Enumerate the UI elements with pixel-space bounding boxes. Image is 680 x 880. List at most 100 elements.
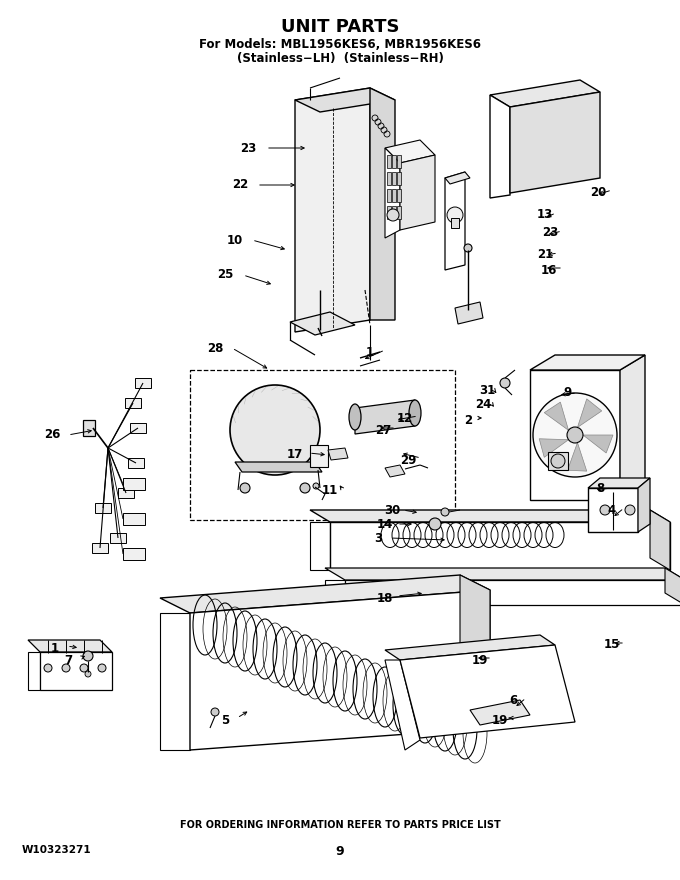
Polygon shape	[638, 478, 650, 532]
Polygon shape	[28, 652, 40, 690]
Bar	[123, 513, 145, 525]
Text: W10323271: W10323271	[22, 845, 92, 855]
Circle shape	[567, 427, 583, 443]
Bar	[392, 155, 396, 168]
Text: 10: 10	[227, 233, 243, 246]
Text: 28: 28	[207, 341, 223, 355]
Circle shape	[80, 664, 88, 672]
Text: 19: 19	[472, 654, 488, 666]
Ellipse shape	[349, 404, 361, 430]
Text: 22: 22	[232, 179, 248, 192]
Text: 9: 9	[336, 845, 344, 858]
Text: 31: 31	[479, 384, 495, 397]
Text: 17: 17	[287, 449, 303, 461]
Polygon shape	[385, 148, 400, 238]
Text: 24: 24	[475, 399, 491, 412]
Bar	[387, 189, 391, 202]
Circle shape	[98, 664, 106, 672]
Text: 18: 18	[377, 591, 393, 605]
Bar	[397, 172, 401, 185]
Text: 5: 5	[221, 714, 229, 727]
Bar	[95, 503, 111, 513]
Polygon shape	[510, 92, 600, 193]
Polygon shape	[28, 640, 112, 652]
Circle shape	[211, 708, 219, 716]
Bar	[387, 172, 391, 185]
Polygon shape	[577, 399, 602, 428]
Text: (Stainless−LH)  (Stainless−RH): (Stainless−LH) (Stainless−RH)	[237, 52, 443, 65]
Text: 23: 23	[542, 226, 558, 239]
Text: 30: 30	[384, 503, 400, 517]
Polygon shape	[385, 660, 420, 750]
Bar	[123, 478, 145, 490]
Polygon shape	[345, 580, 680, 605]
Bar	[451, 218, 459, 228]
Bar	[392, 172, 396, 185]
Text: 2: 2	[464, 414, 472, 427]
Polygon shape	[539, 439, 568, 458]
Polygon shape	[460, 575, 490, 728]
Text: 29: 29	[400, 453, 416, 466]
Text: 7: 7	[64, 654, 72, 666]
Text: 1: 1	[366, 346, 374, 358]
Bar	[392, 206, 396, 219]
Polygon shape	[160, 575, 490, 613]
Polygon shape	[385, 635, 555, 660]
Text: 23: 23	[240, 142, 256, 155]
Polygon shape	[400, 155, 435, 230]
Polygon shape	[310, 510, 670, 522]
Bar	[392, 189, 396, 202]
Polygon shape	[325, 580, 345, 605]
Polygon shape	[490, 80, 600, 107]
Bar	[83, 420, 95, 436]
Circle shape	[500, 378, 510, 388]
Polygon shape	[650, 510, 670, 570]
Bar	[387, 206, 391, 219]
Polygon shape	[665, 568, 680, 605]
Text: 12: 12	[397, 412, 413, 424]
Polygon shape	[530, 370, 620, 500]
Bar	[387, 155, 391, 168]
Text: FOR ORDERING INFORMATION REFER TO PARTS PRICE LIST: FOR ORDERING INFORMATION REFER TO PARTS …	[180, 820, 500, 830]
Text: 20: 20	[590, 186, 606, 199]
Bar	[128, 458, 144, 468]
Text: 14: 14	[377, 517, 393, 531]
Polygon shape	[40, 652, 112, 690]
Circle shape	[62, 664, 70, 672]
Circle shape	[83, 651, 93, 661]
Polygon shape	[330, 522, 670, 570]
Text: 1: 1	[51, 642, 59, 655]
Text: 11: 11	[322, 483, 338, 496]
Polygon shape	[568, 443, 587, 471]
Text: 19: 19	[492, 714, 508, 727]
Polygon shape	[400, 645, 575, 738]
Circle shape	[240, 483, 250, 493]
Circle shape	[429, 518, 441, 530]
Polygon shape	[160, 613, 190, 750]
Polygon shape	[295, 88, 395, 112]
Polygon shape	[385, 465, 405, 477]
Polygon shape	[445, 172, 470, 184]
Polygon shape	[235, 462, 322, 472]
Polygon shape	[548, 452, 568, 470]
Text: For Models: MBL1956KES6, MBR1956KES6: For Models: MBL1956KES6, MBR1956KES6	[199, 38, 481, 51]
Circle shape	[44, 664, 52, 672]
Bar	[397, 189, 401, 202]
Text: 26: 26	[44, 429, 61, 442]
Polygon shape	[190, 590, 490, 750]
Circle shape	[447, 207, 463, 223]
Ellipse shape	[409, 400, 421, 426]
Polygon shape	[445, 172, 465, 270]
Polygon shape	[385, 140, 435, 163]
Text: 4: 4	[608, 503, 616, 517]
Circle shape	[625, 505, 635, 515]
Circle shape	[551, 454, 565, 468]
Polygon shape	[370, 88, 395, 320]
Circle shape	[313, 483, 319, 489]
Polygon shape	[588, 488, 638, 532]
Text: UNIT PARTS: UNIT PARTS	[281, 18, 399, 36]
Polygon shape	[455, 302, 483, 324]
Text: 8: 8	[596, 481, 604, 495]
Bar	[397, 206, 401, 219]
Text: 9: 9	[564, 386, 572, 400]
